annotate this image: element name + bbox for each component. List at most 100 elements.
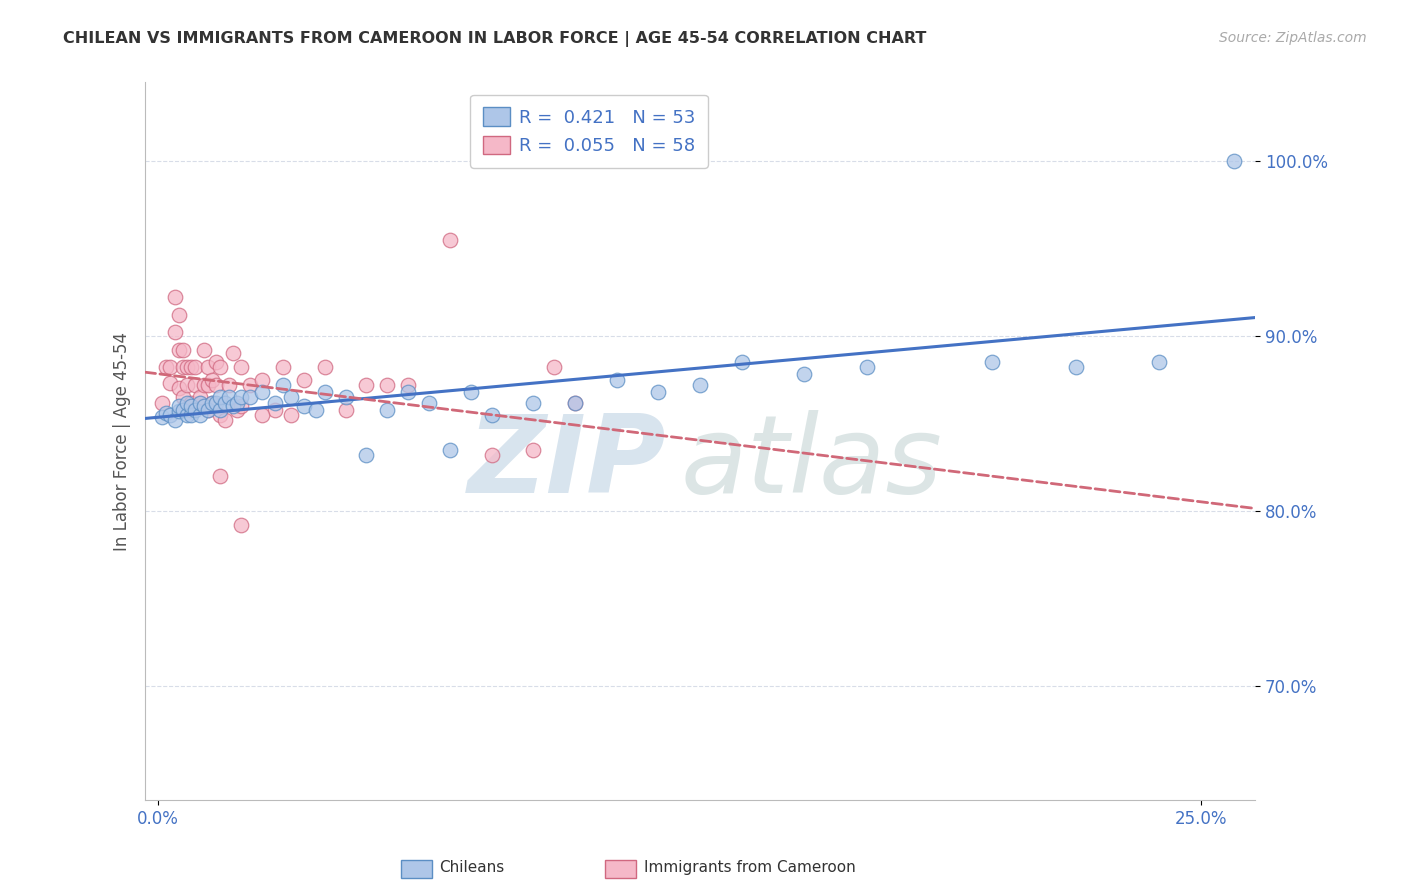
Point	[193, 399, 215, 413]
Point	[201, 373, 224, 387]
Point	[176, 360, 198, 375]
Point	[856, 360, 879, 375]
Point	[280, 408, 302, 422]
Point	[226, 395, 249, 409]
Point	[180, 408, 202, 422]
Point	[731, 355, 754, 369]
Point	[689, 378, 711, 392]
Point	[180, 402, 202, 417]
Point	[314, 360, 336, 375]
Legend: R =  0.421   N = 53, R =  0.055   N = 58: R = 0.421 N = 53, R = 0.055 N = 58	[470, 95, 709, 168]
Point	[163, 413, 186, 427]
Point	[150, 409, 173, 424]
Point	[356, 378, 378, 392]
Point	[418, 395, 440, 409]
Point	[335, 390, 357, 404]
Point	[481, 408, 503, 422]
Point	[159, 360, 181, 375]
Point	[222, 346, 245, 360]
Point	[564, 395, 586, 409]
Point	[188, 408, 211, 422]
Point	[231, 399, 253, 413]
Point	[218, 378, 240, 392]
Point	[163, 290, 186, 304]
Point	[335, 402, 357, 417]
Point	[197, 402, 219, 417]
Point	[188, 390, 211, 404]
Point	[180, 395, 202, 409]
Point	[460, 384, 482, 399]
Point	[201, 395, 224, 409]
Point	[271, 378, 294, 392]
Point	[167, 382, 190, 396]
Text: ZIP: ZIP	[468, 409, 666, 516]
Point	[231, 518, 253, 533]
Point	[481, 448, 503, 462]
Point	[543, 360, 565, 375]
Text: CHILEAN VS IMMIGRANTS FROM CAMEROON IN LABOR FORCE | AGE 45-54 CORRELATION CHART: CHILEAN VS IMMIGRANTS FROM CAMEROON IN L…	[63, 31, 927, 47]
Point	[209, 390, 232, 404]
Point	[1064, 360, 1087, 375]
Point	[305, 402, 328, 417]
Point	[167, 404, 190, 418]
Point	[271, 360, 294, 375]
Point	[218, 390, 240, 404]
Text: Source: ZipAtlas.com: Source: ZipAtlas.com	[1219, 31, 1367, 45]
Point	[439, 233, 461, 247]
Point	[167, 399, 190, 413]
Point	[263, 402, 285, 417]
Point	[375, 402, 398, 417]
Point	[250, 384, 273, 399]
Point	[214, 413, 236, 427]
Point	[239, 378, 262, 392]
Point	[193, 378, 215, 392]
Point	[197, 402, 219, 417]
Point	[263, 395, 285, 409]
Point	[250, 408, 273, 422]
Point	[396, 384, 419, 399]
Text: atlas: atlas	[681, 410, 942, 515]
Point	[231, 360, 253, 375]
Point	[214, 395, 236, 409]
Point	[231, 390, 253, 404]
Point	[647, 384, 669, 399]
Point	[188, 395, 211, 409]
Point	[222, 399, 245, 413]
Point	[280, 390, 302, 404]
Point	[172, 390, 194, 404]
Point	[439, 442, 461, 457]
Point	[197, 360, 219, 375]
Point	[981, 355, 1004, 369]
Point	[167, 343, 190, 357]
Point	[176, 408, 198, 422]
Point	[564, 395, 586, 409]
Point	[176, 378, 198, 392]
Point	[159, 408, 181, 422]
Point	[209, 469, 232, 483]
Y-axis label: In Labor Force | Age 45-54: In Labor Force | Age 45-54	[114, 332, 131, 550]
Point	[167, 308, 190, 322]
Point	[522, 395, 544, 409]
Point	[375, 378, 398, 392]
Point	[356, 448, 378, 462]
Point	[155, 406, 177, 420]
Point	[184, 378, 207, 392]
Point	[184, 360, 207, 375]
Point	[292, 373, 315, 387]
Text: Chileans: Chileans	[439, 861, 503, 875]
Point	[172, 360, 194, 375]
Point	[180, 360, 202, 375]
Point	[205, 395, 228, 409]
Point	[172, 402, 194, 417]
Point	[209, 402, 232, 417]
Point	[1147, 355, 1170, 369]
Point	[201, 395, 224, 409]
Point	[205, 355, 228, 369]
Point	[172, 343, 194, 357]
Point	[176, 395, 198, 409]
Point	[205, 378, 228, 392]
Point	[184, 402, 207, 417]
Text: Immigrants from Cameroon: Immigrants from Cameroon	[644, 861, 856, 875]
Point	[250, 373, 273, 387]
Point	[163, 326, 186, 340]
